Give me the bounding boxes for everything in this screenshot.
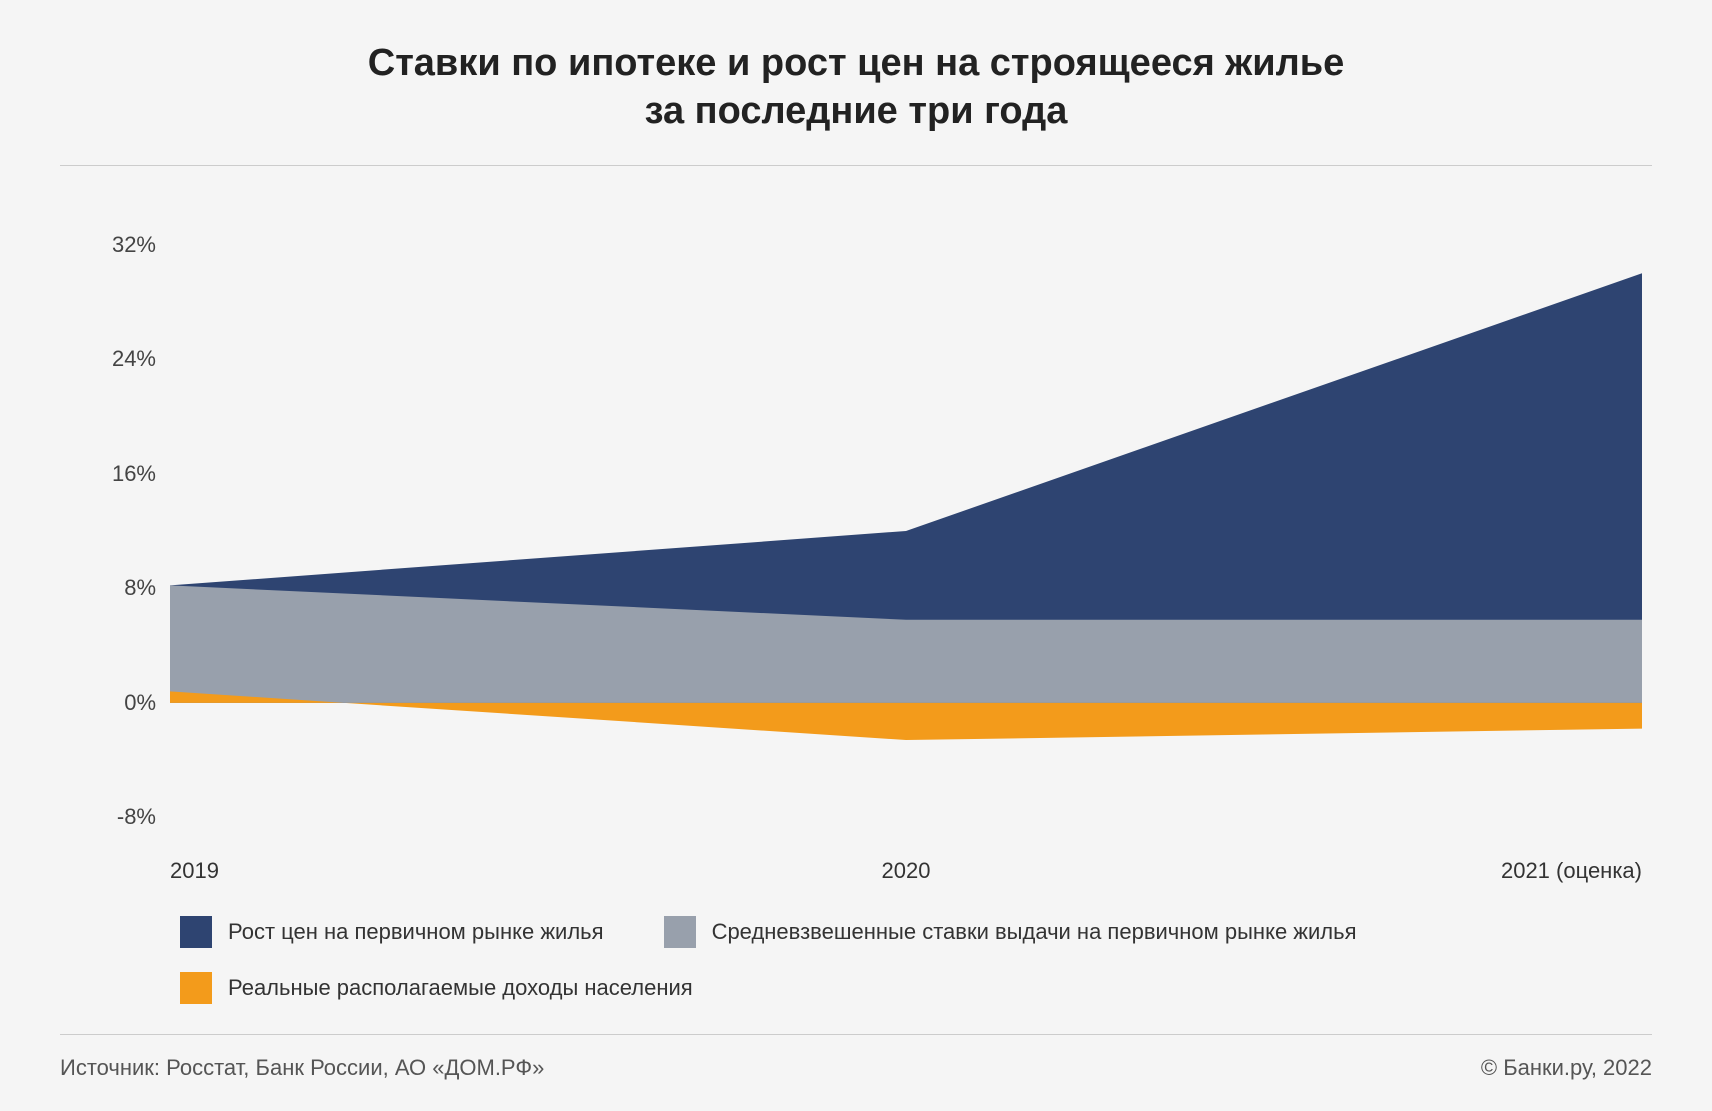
y-tick-label: 24% bbox=[112, 346, 170, 372]
y-tick-label: -8% bbox=[117, 804, 170, 830]
legend-item-rates: Средневзвешенные ставки выдачи на первич… bbox=[664, 916, 1357, 948]
legend-label-rates: Средневзвешенные ставки выдачи на первич… bbox=[712, 919, 1357, 945]
top-rule bbox=[60, 165, 1652, 166]
chart-container: Ставки по ипотеке и рост цен на строящее… bbox=[0, 0, 1712, 1111]
y-tick-label: 32% bbox=[112, 232, 170, 258]
y-tick-label: 8% bbox=[124, 575, 170, 601]
x-tick-label: 2021 (оценка) bbox=[1501, 846, 1642, 884]
title-line-1: Ставки по ипотеке и рост цен на строящее… bbox=[368, 42, 1345, 84]
legend-swatch-prices bbox=[180, 916, 212, 948]
x-tick-label: 2019 bbox=[170, 846, 219, 884]
x-tick-label: 2020 bbox=[882, 846, 931, 884]
title-line-2: за последние три года bbox=[645, 90, 1068, 132]
legend-swatch-income bbox=[180, 972, 212, 1004]
copyright-text: © Банки.ру, 2022 bbox=[1481, 1055, 1652, 1081]
legend-label-prices: Рост цен на первичном рынке жилья bbox=[228, 919, 604, 945]
chart-title: Ставки по ипотеке и рост цен на строящее… bbox=[60, 40, 1652, 135]
y-tick-label: 0% bbox=[124, 690, 170, 716]
chart-area: -8% 0% 8% 16% 24% 32% 2019 2020 2021 (оценка) bbox=[60, 206, 1652, 896]
legend-item-income: Реальные располагаемые доходы населения bbox=[180, 972, 693, 1004]
y-tick-label: 16% bbox=[112, 461, 170, 487]
plot-area: -8%0%8%16%24%32%201920202021 (оценка) bbox=[170, 216, 1642, 846]
footer: Источник: Росстат, Банк России, АО «ДОМ.… bbox=[60, 1035, 1652, 1081]
source-text: Источник: Росстат, Банк России, АО «ДОМ.… bbox=[60, 1055, 544, 1081]
legend-swatch-rates bbox=[664, 916, 696, 948]
legend: Рост цен на первичном рынке жилья Среднев… bbox=[60, 906, 1652, 1034]
legend-label-income: Реальные располагаемые доходы населения bbox=[228, 975, 693, 1001]
legend-item-prices: Рост цен на первичном рынке жилья bbox=[180, 916, 604, 948]
